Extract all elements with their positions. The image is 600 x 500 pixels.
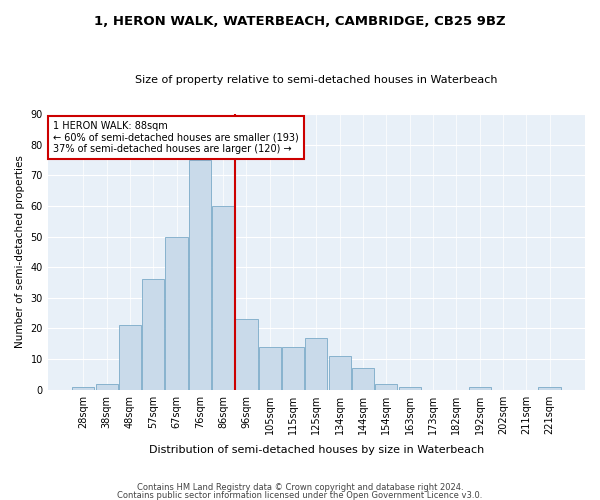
Text: 1, HERON WALK, WATERBEACH, CAMBRIDGE, CB25 9BZ: 1, HERON WALK, WATERBEACH, CAMBRIDGE, CB… [94, 15, 506, 28]
Bar [282, 347, 304, 390]
Title: Size of property relative to semi-detached houses in Waterbeach: Size of property relative to semi-detach… [135, 76, 497, 86]
Text: Contains HM Land Registry data © Crown copyright and database right 2024.: Contains HM Land Registry data © Crown c… [137, 484, 463, 492]
Bar [142, 280, 164, 390]
Bar [538, 386, 560, 390]
Bar [398, 386, 421, 390]
Bar [329, 356, 351, 390]
Bar [166, 236, 188, 390]
Bar [305, 338, 328, 390]
Bar [212, 206, 234, 390]
Y-axis label: Number of semi-detached properties: Number of semi-detached properties [15, 156, 25, 348]
Bar [259, 347, 281, 390]
Bar [72, 386, 94, 390]
Bar [119, 326, 141, 390]
Bar [235, 319, 257, 390]
Bar [375, 384, 397, 390]
Bar [189, 160, 211, 390]
Bar [352, 368, 374, 390]
X-axis label: Distribution of semi-detached houses by size in Waterbeach: Distribution of semi-detached houses by … [149, 445, 484, 455]
Bar [469, 386, 491, 390]
Bar [95, 384, 118, 390]
Text: 1 HERON WALK: 88sqm
← 60% of semi-detached houses are smaller (193)
37% of semi-: 1 HERON WALK: 88sqm ← 60% of semi-detach… [53, 121, 299, 154]
Text: Contains public sector information licensed under the Open Government Licence v3: Contains public sector information licen… [118, 490, 482, 500]
